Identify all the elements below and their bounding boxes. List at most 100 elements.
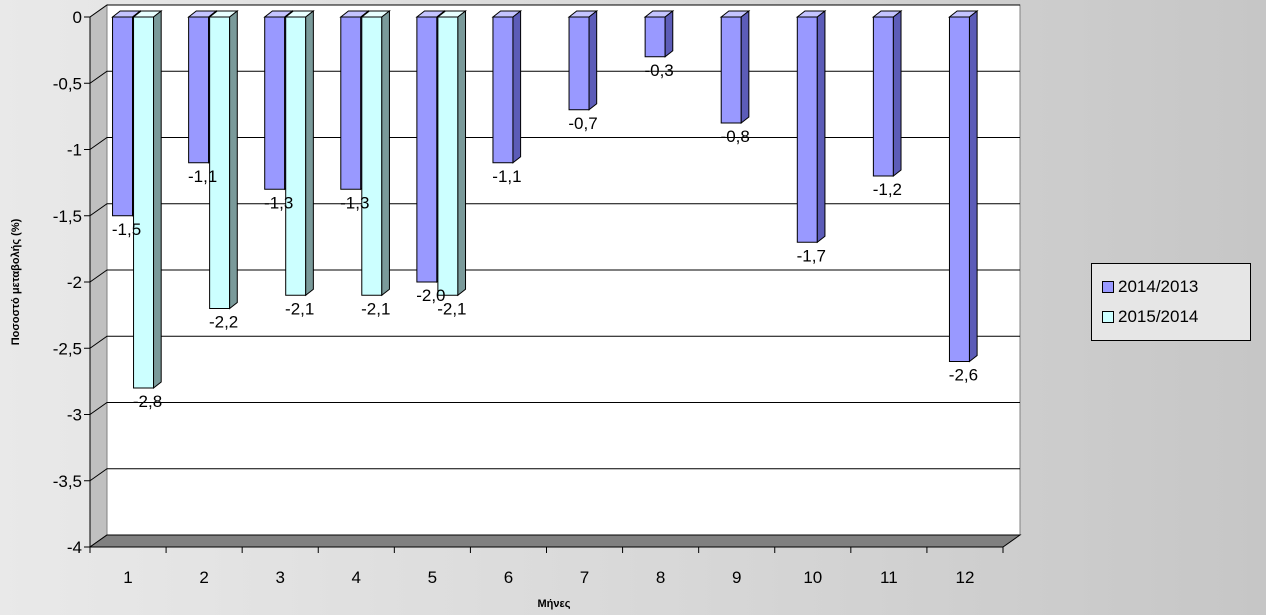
x-tick-label: 2 — [199, 568, 208, 587]
bar — [643, 9, 675, 58]
tick-labels: 0-0,5-1-1,5-2-2,5-3-3,5-41 2 3 4 5 6 7 8 9 10 11 12 — [53, 8, 975, 587]
x-tick-label: 6 — [504, 568, 513, 587]
bar — [436, 9, 467, 297]
bar-side — [892, 9, 902, 178]
bar-face — [644, 16, 666, 58]
bar-side — [740, 9, 750, 125]
legend-label-2015-2014: 2015/2014 — [1118, 307, 1199, 326]
bar — [948, 9, 979, 363]
data-label: -1,7 — [797, 246, 826, 265]
bar-face — [361, 16, 383, 296]
data-label: -0,7 — [568, 114, 597, 133]
axes — [84, 16, 1004, 553]
bar-face — [437, 16, 459, 296]
gridlines — [89, 4, 1020, 548]
bar-side — [381, 9, 390, 297]
data-label: -1,1 — [188, 167, 217, 186]
data-label: -2,1 — [437, 299, 466, 318]
y-tick-label: 0 — [73, 8, 82, 27]
legend-label-2014-2013: 2014/2013 — [1118, 277, 1199, 296]
y-axis-title: Ποσοστό μεταβολής (%) — [10, 218, 22, 345]
plot-floor — [88, 534, 1022, 548]
data-label: -1,1 — [492, 167, 521, 186]
bar — [719, 9, 751, 125]
gridline — [89, 468, 1020, 482]
x-tick-label: 10 — [803, 568, 822, 587]
bar — [208, 9, 239, 310]
bar — [491, 9, 523, 164]
x-tick-label: 3 — [275, 568, 284, 587]
floor — [88, 534, 1022, 548]
bar-side — [457, 9, 467, 297]
x-tick-label: 4 — [352, 568, 361, 587]
gridline — [89, 402, 1020, 415]
bar-face — [492, 16, 514, 164]
data-label: -2,1 — [285, 299, 314, 318]
bars — [111, 9, 979, 390]
bar-face — [285, 16, 307, 296]
bar-face — [872, 16, 894, 177]
bar-side — [664, 9, 674, 58]
bar-side — [816, 9, 826, 244]
legend-swatch-2014-2013 — [1102, 281, 1114, 293]
bar-face — [416, 16, 438, 283]
bar-side — [588, 9, 598, 111]
bar-side — [512, 9, 522, 164]
data-label: -1,2 — [873, 180, 902, 199]
data-label: -2,8 — [133, 392, 162, 411]
x-tick-label: 8 — [656, 568, 665, 587]
x-tick-label: 9 — [732, 568, 741, 587]
x-tick-label: 1 — [123, 568, 132, 587]
bar-side — [968, 9, 978, 363]
data-label: -2,0 — [416, 286, 445, 305]
bar-face — [948, 16, 970, 362]
data-label: -2,6 — [949, 366, 978, 385]
y-tick-label: -3 — [67, 406, 82, 425]
bar-side — [229, 9, 238, 310]
bar-face — [188, 16, 210, 164]
y-tick-label: -2 — [67, 273, 82, 292]
gridline — [89, 70, 1020, 84]
data-label: -1,5 — [112, 220, 141, 239]
y-tick-label: -4 — [67, 538, 82, 557]
bar — [132, 9, 163, 390]
data-label: -2,1 — [361, 299, 390, 318]
bar-face — [112, 16, 134, 217]
bar — [567, 9, 599, 111]
gridline — [89, 203, 1020, 217]
bar-face — [264, 16, 286, 190]
x-tick-label: 11 — [880, 568, 898, 587]
x-tick-label: 7 — [580, 568, 589, 587]
x-axis-title: Μήνες — [538, 598, 571, 610]
y-tick-label: -2,5 — [53, 339, 82, 358]
bar-face — [568, 16, 590, 111]
legend: 2014/2013 2015/2014 — [1091, 263, 1251, 341]
data-label: -0,8 — [721, 127, 750, 146]
data-labels: -1,5 -1,1 -1,3 -1,3 -2,0 -1,1 -0,7 -0,3 -0,8 -1,7… — [112, 61, 978, 411]
bar-face — [340, 16, 362, 190]
gridline — [89, 269, 1020, 283]
gridline — [89, 137, 1020, 150]
data-label: -2,2 — [209, 313, 238, 332]
data-label: -0,3 — [644, 61, 673, 80]
bar-side — [305, 9, 314, 297]
gridline — [89, 335, 1020, 349]
legend-swatch-2015-2014 — [1102, 311, 1114, 323]
y-tick-label: -3,5 — [53, 472, 82, 491]
bar — [360, 9, 391, 297]
y-tick-label: -1,5 — [53, 207, 82, 226]
bar — [871, 9, 903, 178]
bar — [795, 9, 827, 244]
bar-face — [133, 16, 155, 389]
data-label: -1,3 — [340, 193, 369, 212]
bar-side — [153, 9, 162, 390]
bar-face — [720, 16, 742, 124]
gridline — [89, 4, 1020, 18]
legend-item-2015-2014: 2015/2014 — [1102, 302, 1242, 332]
bar-face — [209, 16, 231, 309]
legend-item-2014-2013: 2014/2013 — [1102, 272, 1242, 302]
x-tick-label: 12 — [955, 568, 974, 587]
data-label: -1,3 — [264, 193, 293, 212]
